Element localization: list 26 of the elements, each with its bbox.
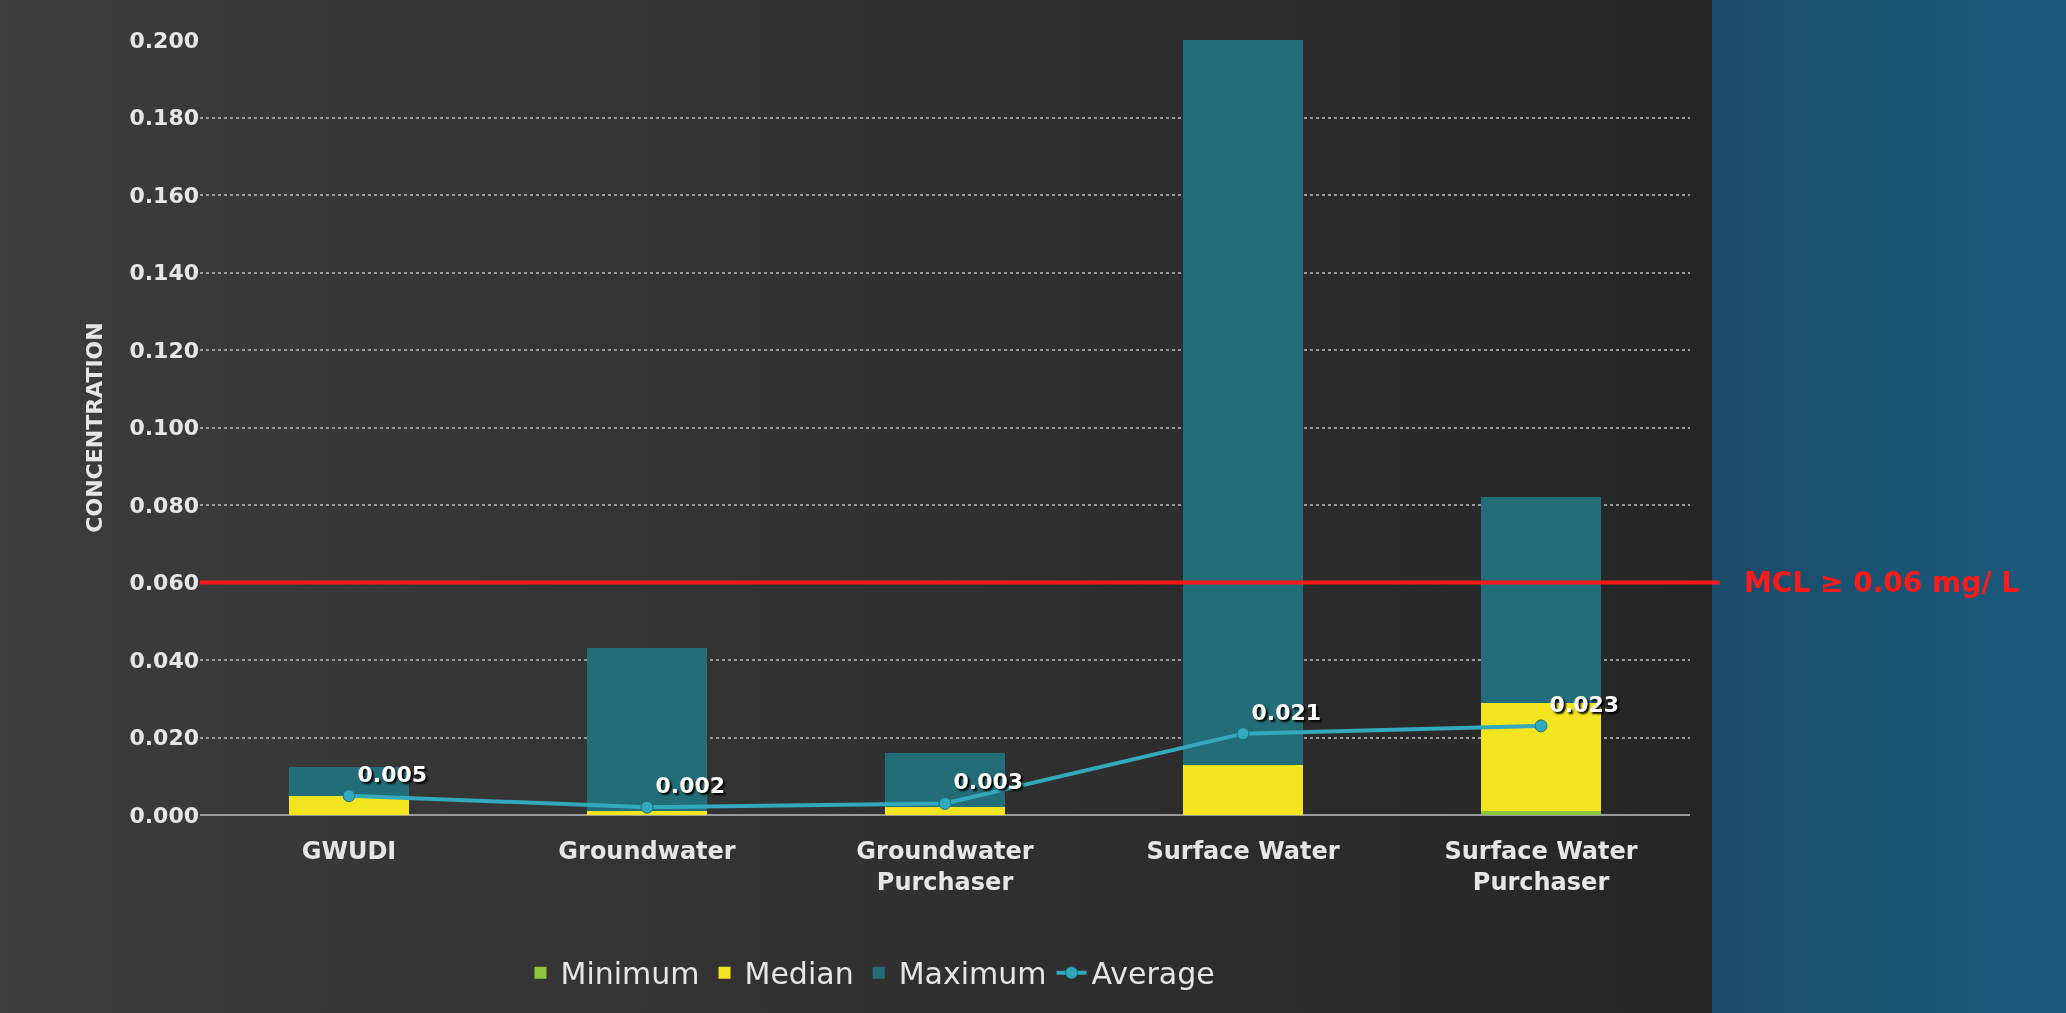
legend-label: Minimum <box>560 956 700 992</box>
y-tick-label: 0.140 <box>129 260 199 286</box>
y-tick-label: 0.180 <box>129 105 199 131</box>
ref-line-label: MCL ≥ 0.06 mg/ L <box>1744 566 2020 599</box>
x-tick-label: GWUDI <box>301 836 397 865</box>
data-label: 0.003 <box>953 769 1024 795</box>
data-label: 0.002 <box>655 773 726 799</box>
legend-label: Median <box>744 956 854 992</box>
legend-label: Average <box>1091 956 1215 992</box>
y-tick-label: 0.160 <box>129 182 199 208</box>
y-tick-label: 0.000 <box>129 802 199 828</box>
y-tick-label: 0.020 <box>129 725 199 751</box>
x-tick-label: Groundwater <box>558 836 736 865</box>
y-tick-label: 0.060 <box>129 570 199 596</box>
y-tick-label: 0.200 <box>129 27 199 53</box>
y-tick-label: 0.120 <box>129 337 199 363</box>
y-axis-title: CONCENTRATION <box>82 322 108 533</box>
x-tick-label: Surface Water <box>1146 836 1340 865</box>
y-tick-label: 0.080 <box>129 492 199 518</box>
data-label: 0.005 <box>357 761 428 787</box>
x-tick-label: Groundwater Purchaser <box>856 836 1034 896</box>
legend-label: Maximum <box>898 956 1047 992</box>
data-label: 0.021 <box>1251 699 1322 725</box>
y-tick-label: 0.100 <box>129 415 199 441</box>
y-tick-label: 0.040 <box>129 647 199 673</box>
x-tick-label: Surface Water Purchaser <box>1444 836 1638 896</box>
